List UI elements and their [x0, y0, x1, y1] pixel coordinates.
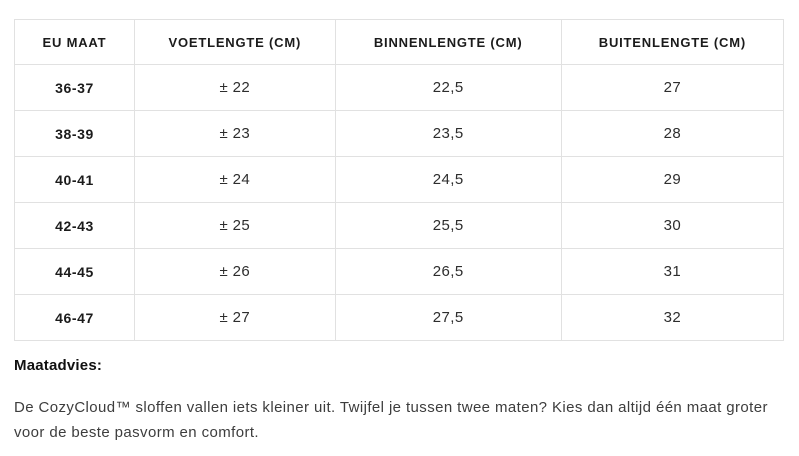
table-row: 38-39 ± 23 23,5 28: [14, 110, 785, 157]
cell-buitenlengte: 30: [560, 202, 785, 249]
cell-eu-maat: 44-45: [14, 248, 135, 295]
size-advice-heading: Maatadvies:: [14, 357, 103, 374]
cell-eu-maat: 42-43: [14, 202, 135, 249]
table-row: 42-43 ± 25 25,5 30: [14, 202, 785, 249]
table-row: 44-45 ± 26 26,5 31: [14, 248, 785, 295]
column-header-eu-maat: EU MAAT: [14, 19, 135, 65]
cell-binnenlengte: 26,5: [334, 248, 562, 295]
cell-buitenlengte: 28: [560, 110, 785, 157]
cell-voetlengte: ± 24: [133, 156, 336, 203]
cell-eu-maat: 46-47: [14, 294, 135, 341]
cell-voetlengte: ± 25: [133, 202, 336, 249]
cell-buitenlengte: 31: [560, 248, 785, 295]
size-advice-block: Maatadvies: De CozyCloud™ sloffen vallen…: [14, 341, 784, 445]
cell-binnenlengte: 25,5: [334, 202, 562, 249]
column-header-binnenlengte: BINNENLENGTE (CM): [334, 19, 562, 65]
table-row: 46-47 ± 27 27,5 32: [14, 294, 785, 341]
cell-voetlengte: ± 22: [133, 64, 336, 111]
header-row: EU MAAT VOETLENGTE (CM) BINNENLENGTE (CM…: [14, 19, 785, 65]
size-table-body: 36-37 ± 22 22,5 27 38-39 ± 23 23,5 28 40…: [14, 64, 785, 341]
cell-binnenlengte: 27,5: [334, 294, 562, 341]
cell-voetlengte: ± 23: [133, 110, 336, 157]
cell-binnenlengte: 24,5: [334, 156, 562, 203]
cell-eu-maat: 40-41: [14, 156, 135, 203]
table-row: 40-41 ± 24 24,5 29: [14, 156, 785, 203]
cell-voetlengte: ± 26: [133, 248, 336, 295]
column-header-buitenlengte: BUITENLENGTE (CM): [560, 19, 785, 65]
column-header-voetlengte: VOETLENGTE (CM): [133, 19, 336, 65]
cell-eu-maat: 38-39: [14, 110, 135, 157]
cell-eu-maat: 36-37: [14, 64, 135, 111]
cell-voetlengte: ± 27: [133, 294, 336, 341]
cell-binnenlengte: 22,5: [334, 64, 562, 111]
cell-buitenlengte: 32: [560, 294, 785, 341]
cell-buitenlengte: 29: [560, 156, 785, 203]
table-row: 36-37 ± 22 22,5 27: [14, 64, 785, 111]
cell-buitenlengte: 27: [560, 64, 785, 111]
size-advice-text: De CozyCloud™ sloffen vallen iets kleine…: [14, 399, 768, 441]
size-chart-section: EU MAAT VOETLENGTE (CM) BINNENLENGTE (CM…: [14, 19, 785, 445]
size-table: EU MAAT VOETLENGTE (CM) BINNENLENGTE (CM…: [14, 19, 785, 341]
size-table-header: EU MAAT VOETLENGTE (CM) BINNENLENGTE (CM…: [14, 19, 785, 65]
cell-binnenlengte: 23,5: [334, 110, 562, 157]
